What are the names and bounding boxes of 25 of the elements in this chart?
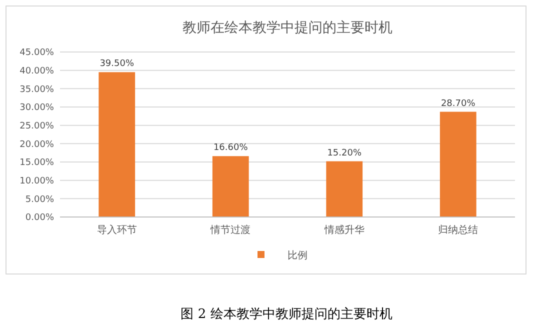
y-tick-label: 25.00% [20,121,54,132]
bar [212,156,249,217]
y-tick-label: 30.00% [20,103,54,114]
bar [326,161,363,217]
y-tick-label: 5.00% [25,194,54,205]
bar [440,112,476,217]
y-tick-label: 35.00% [20,84,54,95]
x-tick-label: 情感升华 [323,224,364,236]
y-tick-label: 40.00% [20,66,54,76]
data-label: 28.70% [440,98,476,109]
y-tick-label: 45.00% [20,48,54,58]
y-tick-label: 0.00% [25,213,54,224]
x-tick-label: 归纳总结 [438,224,478,236]
x-tick-label: 情节过渡 [210,224,251,236]
x-tick-label: 导入环节 [96,224,137,236]
y-tick-label: 10.00% [20,176,54,186]
legend-label: 比例 [288,250,308,262]
data-label: 16.60% [213,143,248,154]
y-tick-label: 20.00% [20,140,54,150]
data-label: 39.50% [100,59,134,70]
chart-title: 教师在绘本教学中提问的主要时机 [182,20,392,36]
y-tick-label: 15.00% [20,158,54,168]
caption: 图 2 绘本教学中教师提问的主要时机 [180,306,392,322]
data-label: 15.20% [327,148,362,158]
bar [98,72,136,217]
